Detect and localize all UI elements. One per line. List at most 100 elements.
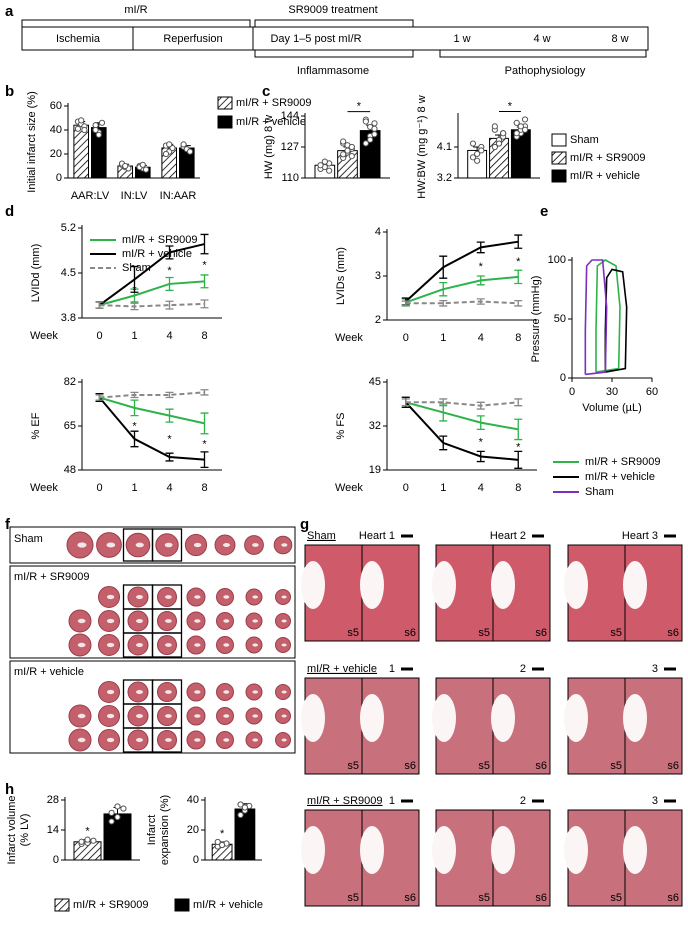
- tissue-gap: [623, 826, 647, 874]
- legend-label: mI/R + vehicle: [585, 471, 655, 483]
- legend-swatch: [551, 133, 567, 147]
- legend-label: mI/R + vehicle: [193, 899, 263, 911]
- x-axis-label: Week: [335, 332, 363, 344]
- slice-lumen: [194, 643, 201, 647]
- data-point: [90, 837, 97, 844]
- slice-lumen: [252, 595, 258, 599]
- y-tick-label: 82: [64, 376, 76, 388]
- x-tick-label: 8: [515, 332, 521, 344]
- error-bar: [401, 300, 410, 307]
- y-tick-label: 0: [560, 372, 566, 384]
- x-tick-label: 0: [96, 482, 102, 494]
- slice-lumen: [106, 618, 115, 624]
- series-line: [99, 396, 205, 425]
- panel-label: b: [5, 83, 14, 100]
- heart-label: 3: [652, 663, 658, 675]
- data-point: [321, 158, 328, 165]
- error-bar: [130, 302, 139, 311]
- error-bar: [165, 452, 174, 462]
- x-tick-label: 1: [131, 482, 137, 494]
- data-point: [371, 131, 378, 138]
- tissue-gap: [623, 561, 647, 609]
- error-bar: [401, 398, 410, 407]
- y-tick-label: 14: [47, 824, 59, 836]
- y-tick-label: 100: [548, 254, 566, 266]
- heart-label: 3: [652, 795, 658, 807]
- x-tick-label: 0: [403, 332, 409, 344]
- y-axis-label: Pressure (mmHg): [530, 276, 542, 363]
- bracket-label: SR9009 treatment: [288, 4, 377, 16]
- section-label: s5: [610, 760, 622, 772]
- legend-label: Sham: [122, 262, 151, 274]
- x-tick-label: 8: [201, 330, 207, 342]
- error-bar: [200, 451, 209, 469]
- error-bar: [439, 255, 448, 279]
- data-point: [317, 162, 324, 169]
- section-label: s6: [535, 892, 547, 904]
- x-tick-label: 60: [646, 386, 658, 398]
- y-axis-label: expansion (%): [159, 795, 171, 865]
- slice-lumen: [194, 595, 201, 599]
- error-bar: [200, 299, 209, 309]
- slice-lumen: [281, 738, 287, 742]
- data-point: [120, 805, 127, 812]
- group-label: mI/R + SR9009: [14, 571, 90, 583]
- slice-lumen: [165, 595, 172, 599]
- x-tick-label: 4: [478, 482, 484, 494]
- slice-lumen: [165, 738, 172, 742]
- significance-marker: *: [479, 436, 484, 448]
- panel-f: Sham mI/R + SR9009 mI/R + vehicle: [9, 526, 296, 754]
- significance-marker: *: [357, 101, 362, 113]
- error-bar: [514, 269, 523, 285]
- error-bar: [514, 299, 523, 307]
- data-point: [78, 117, 85, 124]
- error-bar: [165, 276, 174, 292]
- series-line: [405, 401, 519, 461]
- panel-label: c: [262, 83, 270, 100]
- section-label: s5: [478, 760, 490, 772]
- data-point: [517, 123, 524, 130]
- error-bar: [165, 408, 174, 423]
- tissue-gap: [491, 826, 515, 874]
- slice-lumen: [252, 714, 258, 718]
- x-axis-label: Week: [30, 330, 58, 342]
- x-tick-label: 0: [96, 330, 102, 342]
- tissue-gap: [360, 694, 384, 742]
- panel-label: e: [540, 203, 548, 220]
- x-tick-label: 1: [440, 482, 446, 494]
- y-tick-label: 4.5: [61, 267, 76, 279]
- slice-lumen: [165, 714, 172, 718]
- series-line: [99, 391, 205, 399]
- data-point: [478, 147, 485, 154]
- data-point: [513, 119, 520, 126]
- x-tick-label: IN:AAR: [160, 190, 197, 202]
- slice-lumen: [194, 714, 201, 718]
- slice-lumen: [252, 643, 258, 647]
- error-bar: [130, 391, 139, 399]
- significance-marker: *: [516, 442, 521, 454]
- data-point: [142, 166, 150, 173]
- legend-label: Sham: [570, 134, 599, 146]
- slice-lumen: [77, 737, 86, 743]
- slice-lumen: [106, 737, 115, 743]
- y-axis-label: HW:BW (mg g⁻¹) 8 w: [416, 95, 428, 198]
- error-bar: [439, 299, 448, 307]
- x-tick-label: AAR:LV: [71, 190, 110, 202]
- error-bar: [439, 435, 448, 451]
- section-label: s6: [404, 892, 416, 904]
- series-line: [405, 240, 519, 303]
- data-point: [219, 841, 226, 849]
- tissue-gap: [301, 694, 325, 742]
- legend-swatch: [551, 151, 567, 165]
- x-tick-label: 4: [166, 482, 172, 494]
- bracket: [439, 50, 647, 58]
- y-tick-label: 20: [50, 148, 62, 160]
- slice-lumen: [106, 594, 115, 600]
- y-axis-label: (% LV): [19, 814, 31, 847]
- panel-label: g: [300, 516, 309, 533]
- data-point: [495, 140, 503, 147]
- bracket-label: Inflammasome: [297, 65, 369, 77]
- x-tick-label: 1: [440, 332, 446, 344]
- slice-lumen: [281, 690, 287, 694]
